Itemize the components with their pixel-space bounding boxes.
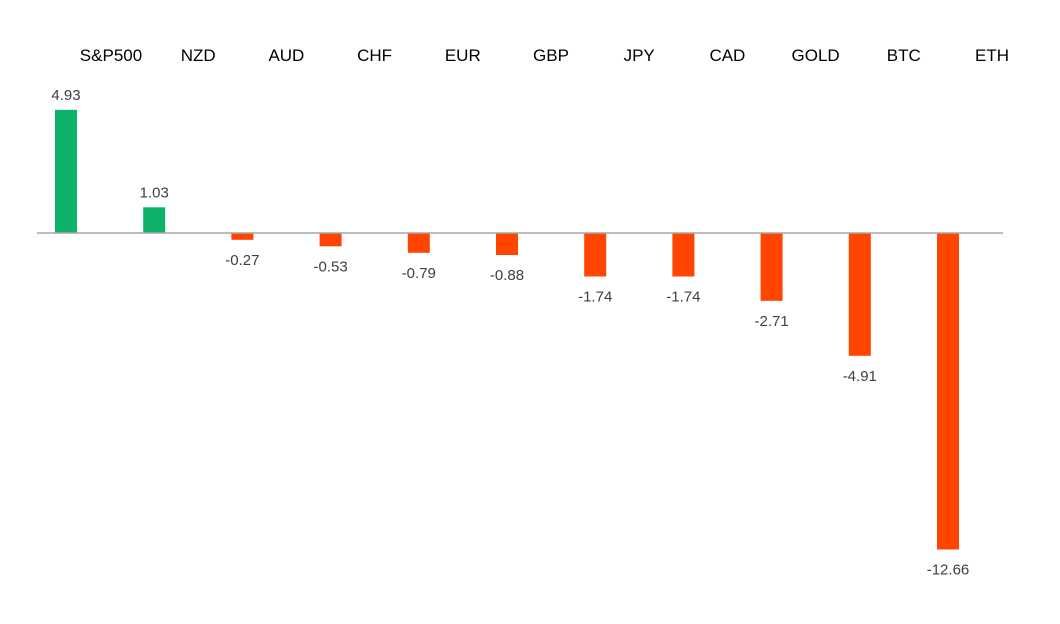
bar-s-p500 <box>55 109 77 234</box>
category-label-eth: ETH <box>975 46 1009 65</box>
value-label-gold: -2.71 <box>754 313 788 330</box>
bar-eur <box>407 233 430 253</box>
value-label-chf: -0.53 <box>313 258 347 275</box>
bar-chf <box>319 233 342 247</box>
value-label-jpy: -1.74 <box>578 289 612 306</box>
category-label-s-p500: S&P500 <box>80 46 142 65</box>
value-label-eth: -12.66 <box>927 562 970 579</box>
category-label-nzd: NZD <box>181 46 216 65</box>
bar-cad <box>672 233 695 277</box>
value-label-cad: -1.74 <box>666 289 700 306</box>
value-label-nzd: 1.03 <box>140 184 169 201</box>
value-label-btc: -4.91 <box>843 368 877 385</box>
category-label-chf: CHF <box>357 46 392 65</box>
value-label-s-p500: 4.93 <box>51 87 80 104</box>
category-label-btc: BTC <box>887 46 921 65</box>
bar-gold <box>760 233 783 301</box>
value-label-aud: -0.27 <box>225 252 259 269</box>
bar-gbp <box>496 233 518 255</box>
value-labels: 4.93 1.03 -0.27 -0.53 -0.79 -0.88 -1.74 -1.74 -2… <box>51 87 969 579</box>
category-label-gbp: GBP <box>533 46 569 65</box>
category-label-cad: CAD <box>709 46 745 65</box>
bar-aud <box>231 233 254 240</box>
bars <box>55 109 959 550</box>
bar-btc <box>848 233 871 356</box>
category-label-jpy: JPY <box>624 46 655 65</box>
category-label-gold: GOLD <box>792 46 840 65</box>
category-labels: S&P500 NZD AUD CHF EUR GBP JPY CAD GOLD BTC ETH <box>80 46 1009 65</box>
value-label-gbp: -0.88 <box>490 267 524 284</box>
bar-eth <box>937 233 959 550</box>
bar-jpy <box>584 233 607 277</box>
category-label-aud: AUD <box>268 46 304 65</box>
bar-nzd <box>143 207 166 234</box>
category-label-eur: EUR <box>445 46 481 65</box>
value-label-eur: -0.79 <box>402 265 436 282</box>
